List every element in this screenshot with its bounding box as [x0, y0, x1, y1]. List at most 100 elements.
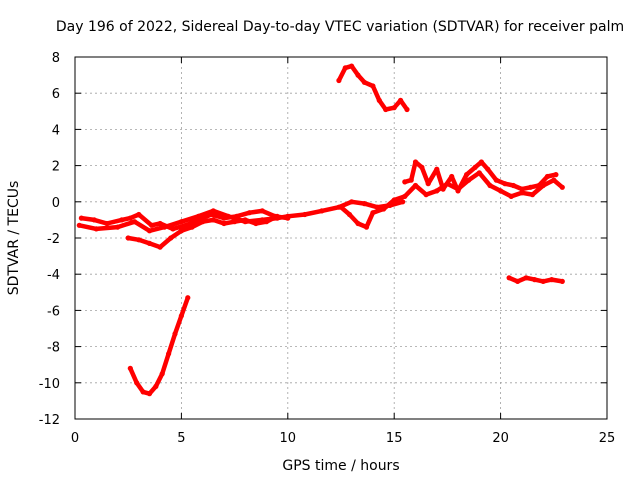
- data-point: [466, 177, 472, 183]
- x-tick-labels: 0 5 10 15 20 25: [71, 431, 615, 446]
- data-point: [146, 240, 153, 246]
- data-point: [302, 211, 308, 218]
- data-point: [553, 172, 559, 178]
- data-point: [502, 181, 508, 187]
- data-point: [493, 177, 499, 183]
- data-point: [274, 213, 280, 219]
- data-point: [519, 186, 525, 192]
- data-point: [349, 63, 355, 69]
- data-point: [361, 201, 367, 207]
- y-tick-labels: -12 -10 -8 -6 -4 -2 0 2 4 6 8: [39, 51, 60, 428]
- series-track-e: [402, 159, 559, 194]
- data-point: [136, 237, 142, 243]
- data-point: [119, 217, 125, 223]
- y-tick-label: 2: [52, 160, 60, 175]
- series-track-c: [125, 213, 280, 250]
- data-point: [440, 186, 446, 192]
- data-point: [221, 220, 227, 227]
- data-point: [506, 275, 512, 281]
- data-point: [146, 391, 153, 397]
- data-point: [104, 220, 110, 227]
- x-tick-label: 0: [71, 431, 79, 446]
- data-point: [478, 159, 484, 165]
- data-point: [391, 197, 397, 203]
- data-point: [200, 219, 206, 225]
- data-point: [140, 389, 146, 395]
- data-point: [232, 219, 238, 225]
- data-point: [370, 83, 376, 89]
- data-point: [485, 166, 491, 172]
- y-tick-label: -2: [47, 232, 60, 247]
- axis-ticks: [74, 56, 608, 420]
- data-point: [361, 79, 367, 85]
- data-point: [146, 228, 153, 234]
- data-point: [559, 184, 565, 190]
- data-point: [376, 97, 382, 103]
- x-tick-label: 25: [599, 431, 616, 446]
- data-point: [136, 211, 142, 218]
- data-point: [246, 210, 253, 216]
- y-tick-label: -12: [39, 413, 60, 428]
- data-point: [134, 380, 140, 386]
- data-point: [178, 228, 184, 234]
- data-point: [498, 188, 504, 194]
- y-axis-label: SDTVAR / TECUs: [6, 181, 22, 296]
- data-point: [263, 219, 270, 225]
- chart-title: Day 196 of 2022, Sidereal Day-to-day VTE…: [56, 19, 624, 35]
- data-point: [221, 215, 227, 221]
- data-point: [412, 182, 419, 189]
- data-point: [127, 215, 133, 221]
- y-tick-label: -10: [39, 377, 60, 392]
- data-point: [319, 208, 325, 214]
- series-track-b: [78, 208, 291, 232]
- y-tick-label: -8: [47, 341, 60, 356]
- data-point: [412, 159, 419, 165]
- data-point: [472, 164, 478, 170]
- y-tick-label: 4: [52, 123, 60, 138]
- x-tick-label: 20: [492, 431, 509, 446]
- series-line: [128, 295, 191, 396]
- data-point: [434, 188, 440, 194]
- x-tick-label: 5: [177, 431, 185, 446]
- data-point: [259, 208, 265, 214]
- data-point: [455, 188, 461, 194]
- y-tick-label: -4: [47, 268, 60, 283]
- data-point: [532, 277, 538, 283]
- data-point: [381, 206, 387, 212]
- data-point: [559, 278, 565, 284]
- data-point: [536, 182, 542, 189]
- data-point: [76, 222, 82, 228]
- series-track-f: [336, 63, 410, 113]
- data-point: [242, 217, 248, 223]
- data-point: [464, 172, 470, 178]
- data-point: [551, 177, 557, 183]
- data-point: [166, 351, 172, 357]
- data-point: [370, 210, 376, 216]
- y-tick-label: 8: [52, 51, 60, 66]
- data-point: [402, 193, 408, 199]
- data-point: [523, 275, 529, 281]
- series-track-h: [506, 275, 565, 284]
- data-point: [132, 219, 138, 225]
- data-point: [127, 365, 133, 371]
- data-point: [91, 217, 97, 223]
- data-point: [185, 295, 191, 301]
- data-point: [336, 77, 342, 84]
- data-point: [519, 190, 525, 196]
- y-tick-label: 0: [52, 196, 60, 211]
- data-point: [515, 278, 521, 284]
- data-point: [170, 226, 176, 232]
- data-point: [349, 199, 355, 205]
- data-point: [540, 278, 546, 284]
- y-tick-label: 6: [52, 87, 60, 102]
- data-point: [157, 220, 163, 227]
- data-point: [149, 222, 155, 228]
- data-point: [189, 224, 195, 230]
- data-point: [168, 235, 174, 241]
- data-point: [544, 173, 551, 180]
- data-point: [487, 182, 493, 189]
- data-point: [178, 313, 184, 319]
- data-point: [404, 106, 410, 113]
- data-point: [383, 106, 389, 113]
